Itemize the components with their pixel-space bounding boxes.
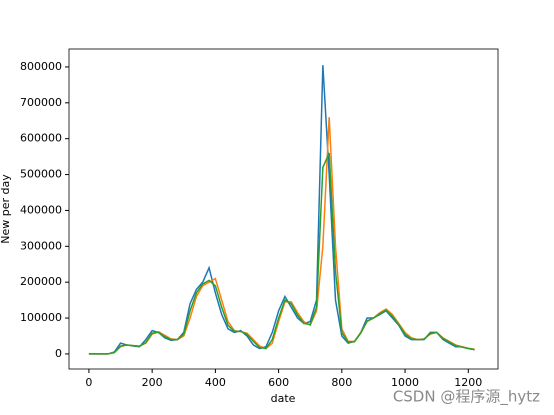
- y-tick-label: 200000: [20, 275, 62, 288]
- x-tick-label: 0: [85, 376, 92, 389]
- y-tick-label: 0: [55, 347, 62, 360]
- y-tick-label: 100000: [20, 311, 62, 324]
- y-tick-label: 500000: [20, 168, 62, 181]
- y-axis-label: New per day: [0, 174, 12, 244]
- series-line: [88, 152, 475, 355]
- x-tick-label: 1000: [391, 376, 419, 389]
- x-tick-label: 200: [142, 376, 163, 389]
- plot-frame: [68, 48, 499, 370]
- y-tick-label: 700000: [20, 96, 62, 109]
- x-tick-label: 1200: [454, 376, 482, 389]
- y-tick-label: 400000: [20, 203, 62, 216]
- x-tick-label: 800: [331, 376, 352, 389]
- x-axis-label: date: [271, 392, 296, 405]
- x-tick-label: 400: [205, 376, 226, 389]
- y-tick-label: 600000: [20, 132, 62, 145]
- x-tick-label: 600: [268, 376, 289, 389]
- y-tick-label: 300000: [20, 239, 62, 252]
- series-line: [88, 117, 475, 355]
- y-tick-label: 800000: [20, 60, 62, 73]
- watermark: CSDN @程序源_hytz: [393, 388, 540, 407]
